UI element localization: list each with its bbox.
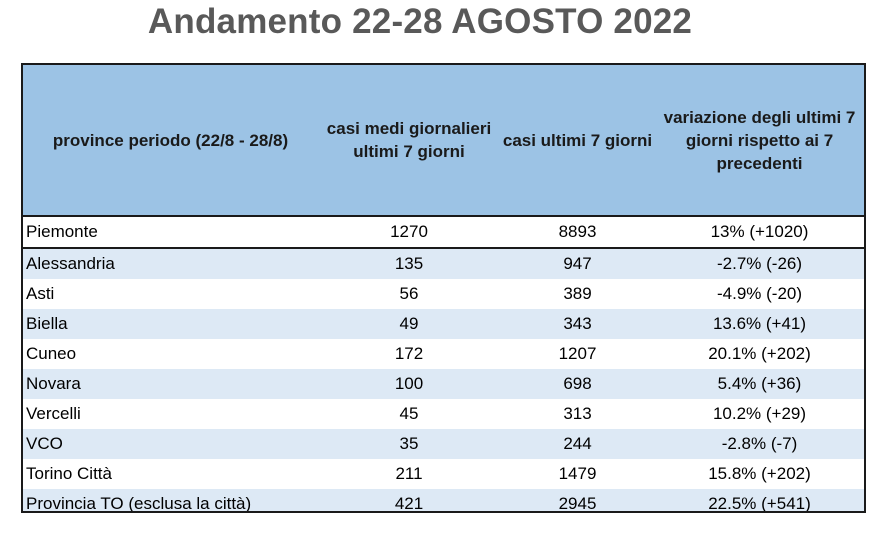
table-row: Novara 100 698 5.4% (+36) xyxy=(23,369,864,399)
cell-province: Alessandria xyxy=(26,254,115,273)
header-variation: variazione degli ultimi 7 giorni rispett… xyxy=(663,107,856,173)
cell-variation: -2.8% (-7) xyxy=(721,434,798,453)
cell-province: Asti xyxy=(26,284,55,303)
cell-province: Vercelli xyxy=(26,404,81,423)
cell-daily-average: 56 xyxy=(399,284,419,303)
table-row: VCO 35 244 -2.8% (-7) xyxy=(23,429,864,459)
cell-province: Novara xyxy=(26,374,81,393)
cell-variation: 10.2% (+29) xyxy=(712,404,807,423)
cell-weekly-cases: 244 xyxy=(563,434,592,453)
cell-province: Provincia TO (esclusa la città) xyxy=(26,494,252,513)
cell-daily-average: 211 xyxy=(395,464,423,483)
cell-variation: -2.7% (-26) xyxy=(716,254,803,273)
data-table: province periodo (22/8 - 28/8) casi medi… xyxy=(21,63,866,513)
header-province: province periodo (22/8 - 28/8) xyxy=(52,130,289,150)
table-row: Torino Città 211 1479 15.8% (+202) xyxy=(23,459,864,489)
cell-daily-average: 45 xyxy=(399,404,419,423)
cell-province: Torino Città xyxy=(26,464,112,483)
cell-province: Cuneo xyxy=(26,344,77,363)
header-weekly-cases: casi ultimi 7 giorni xyxy=(502,130,653,150)
cell-variation: 20.1% (+202) xyxy=(708,344,811,363)
cell-variation: 13% (+1020) xyxy=(710,222,809,241)
cell-variation: 22.5% (+541) xyxy=(708,494,811,513)
cell-daily-average: 35 xyxy=(399,434,419,453)
cell-province: Piemonte xyxy=(26,222,98,241)
cell-province: Biella xyxy=(26,314,68,333)
cell-daily-average: 1270 xyxy=(390,222,428,241)
cell-weekly-cases: 8893 xyxy=(558,222,597,241)
cell-weekly-cases: 698 xyxy=(563,374,592,393)
cell-daily-average: 421 xyxy=(394,494,424,513)
table-row: Alessandria 135 947 -2.7% (-26) xyxy=(23,249,864,279)
cell-province: VCO xyxy=(26,434,63,453)
cell-variation: -4.9% (-20) xyxy=(716,284,803,303)
cell-weekly-cases: 2945 xyxy=(558,494,597,513)
cell-weekly-cases: 389 xyxy=(563,284,592,303)
table-row: Biella 49 343 13.6% (+41) xyxy=(23,309,864,339)
cell-variation: 13.6% (+41) xyxy=(712,314,807,333)
cell-daily-average: 172 xyxy=(394,344,424,363)
page-title: Andamento 22-28 AGOSTO 2022 xyxy=(147,2,693,41)
table-row-piemonte: Piemonte 1270 8893 13% (+1020) xyxy=(23,217,864,249)
cell-weekly-cases: 1207 xyxy=(558,344,597,363)
cell-daily-average: 135 xyxy=(394,254,424,273)
cell-daily-average: 100 xyxy=(394,374,424,393)
cell-weekly-cases: 1479 xyxy=(558,464,597,483)
cell-variation: 15.8% (+202) xyxy=(708,464,811,483)
header-daily-average: casi medi giornalieri ultimi 7 giorni xyxy=(326,119,492,161)
table-header: province periodo (22/8 - 28/8) casi medi… xyxy=(23,65,864,217)
table-row: Vercelli 45 313 10.2% (+29) xyxy=(23,399,864,429)
cell-weekly-cases: 313 xyxy=(563,404,592,423)
table-row: Asti 56 389 -4.9% (-20) xyxy=(23,279,864,309)
cell-variation: 5.4% (+36) xyxy=(717,374,802,393)
cell-weekly-cases: 343 xyxy=(563,314,592,333)
table-row: Cuneo 172 1207 20.1% (+202) xyxy=(23,339,864,369)
cell-weekly-cases: 947 xyxy=(563,254,592,273)
cell-daily-average: 49 xyxy=(399,314,419,333)
table-row: Provincia TO (esclusa la città) 421 2945… xyxy=(23,489,864,513)
